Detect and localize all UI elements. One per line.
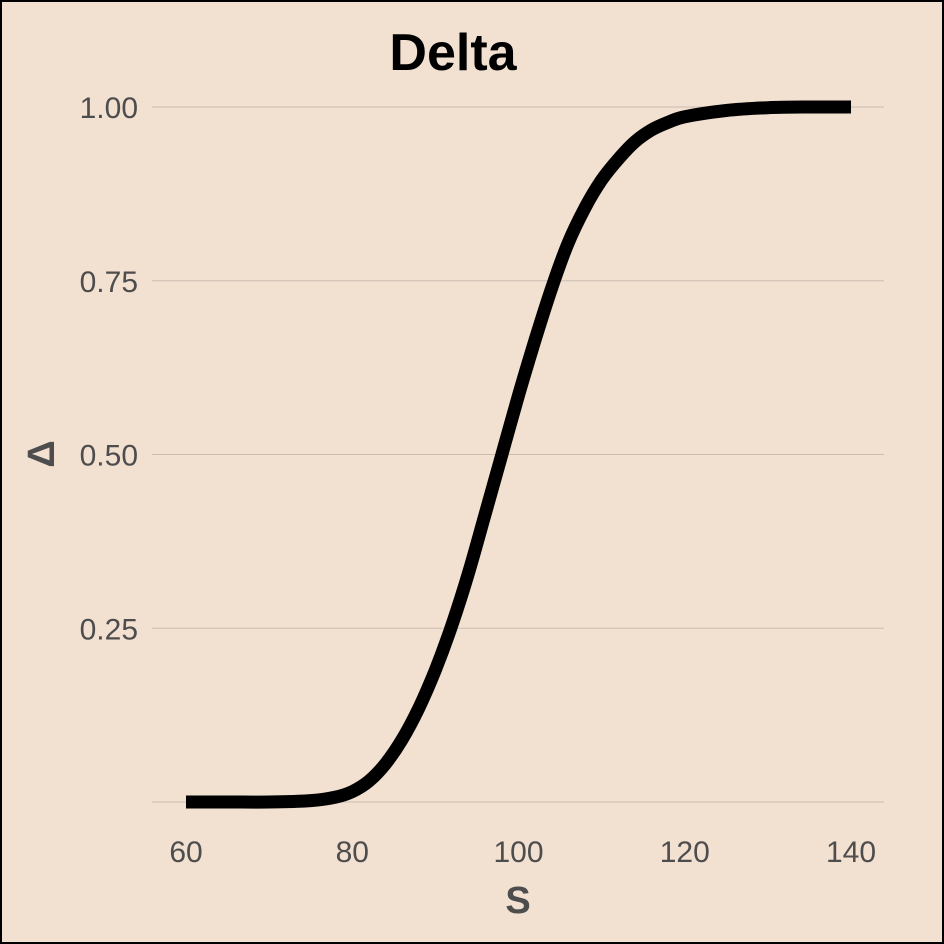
chart-title: Delta: [389, 24, 517, 82]
y-axis-title: Δ: [21, 440, 63, 467]
x-tick-label: 80: [336, 836, 369, 869]
y-tick-label: 1.00: [80, 92, 138, 125]
y-tick-labels: 0.25 0.50 0.75 1.00: [80, 92, 138, 646]
y-tick-label: 0.25: [80, 613, 138, 646]
x-tick-label: 60: [169, 836, 202, 869]
x-tick-label: 120: [660, 836, 710, 869]
x-tick-label: 100: [493, 836, 543, 869]
gridlines: [152, 106, 884, 803]
y-tick-label: 0.50: [80, 440, 138, 473]
y-tick-label: 0.75: [80, 266, 138, 299]
x-tick-labels: 60 80 100 120 140: [169, 836, 876, 869]
x-tick-label: 140: [826, 836, 876, 869]
x-axis-title: S: [505, 880, 530, 922]
series-line: [186, 100, 852, 809]
